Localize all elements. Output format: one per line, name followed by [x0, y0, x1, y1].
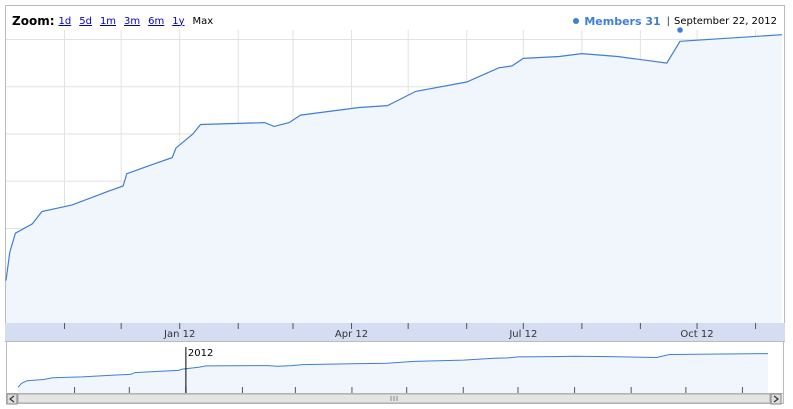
navigator-year-label: 2012 — [188, 348, 213, 359]
zoom-1d-button[interactable]: 1d — [58, 15, 72, 27]
x-tick-label: Apr 12 — [335, 329, 368, 340]
zoom-3m-button[interactable]: 3m — [124, 15, 141, 27]
zoom-5d-button[interactable]: 5d — [79, 15, 92, 27]
chart-frame: Zoom: 1d 5d 1m 3m 6m 1y Max Members 31 |… — [5, 5, 785, 405]
series-line-members — [5, 34, 783, 281]
zoom-1m-button[interactable]: 1m — [99, 15, 117, 27]
series-area — [6, 34, 782, 323]
zoom-max-button[interactable]: Max — [192, 15, 214, 27]
zoom-bar: Zoom: 1d 5d 1m 3m 6m 1y Max — [12, 11, 221, 31]
zoom-1y-button[interactable]: 1y — [172, 15, 185, 27]
zoom-6m-button[interactable]: 6m — [148, 15, 165, 27]
legend-series-value: Members 31 — [584, 14, 661, 28]
legend: Members 31 | September 22, 2012 — [573, 11, 777, 31]
legend-separator: | — [666, 15, 671, 27]
scroll-right-button[interactable] — [770, 393, 782, 405]
legend-dot-icon — [573, 18, 580, 24]
scroll-left-button[interactable] — [6, 393, 18, 405]
x-tick-label: Jul 12 — [508, 329, 537, 340]
zoom-label: Zoom: — [12, 14, 55, 28]
x-axis-band — [5, 323, 785, 341]
navigator-area — [18, 353, 768, 393]
x-tick-label: Jan 12 — [163, 329, 195, 340]
legend-date: September 22, 2012 — [674, 15, 777, 27]
x-tick-label: Oct 12 — [680, 329, 713, 340]
highlight-point — [677, 27, 683, 33]
chevron-left-icon — [9, 395, 15, 403]
chevron-right-icon — [773, 395, 779, 403]
navigator-line — [17, 353, 769, 388]
